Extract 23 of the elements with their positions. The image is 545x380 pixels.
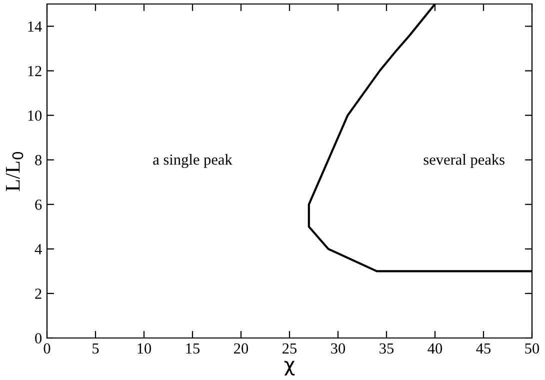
x-tick-label: 10	[138, 343, 152, 354]
y-tick-label: 10	[28, 110, 42, 121]
x-tick-label: 40	[428, 343, 442, 354]
x-tick-label: 35	[380, 343, 394, 354]
y-tick-label: 2	[35, 288, 42, 299]
annotation: a single peak	[153, 154, 232, 168]
y-tick-label: 8	[35, 155, 42, 166]
x-axis-title: χ	[284, 360, 295, 376]
x-tick-label: 30	[331, 343, 346, 354]
x-tick-label: 20	[234, 343, 248, 354]
y-tick-label: 14	[28, 21, 42, 32]
x-tick-label: 5	[92, 343, 99, 354]
y-tick-label: 12	[28, 66, 42, 76]
x-tick-label: 0	[44, 343, 50, 354]
y-tick-label: 0	[35, 333, 42, 344]
annotation: several peaks	[424, 154, 504, 168]
x-tick-label: 50	[525, 343, 540, 354]
x-tick-label: 45	[476, 343, 491, 354]
y-tick-label: 6	[35, 200, 42, 210]
y-axis-title: L/L$_{0}$	[6, 152, 24, 192]
x-tick-label: 25	[282, 343, 297, 354]
x-tick-label: 15	[186, 343, 200, 354]
y-tick-label: 4	[34, 244, 42, 254]
